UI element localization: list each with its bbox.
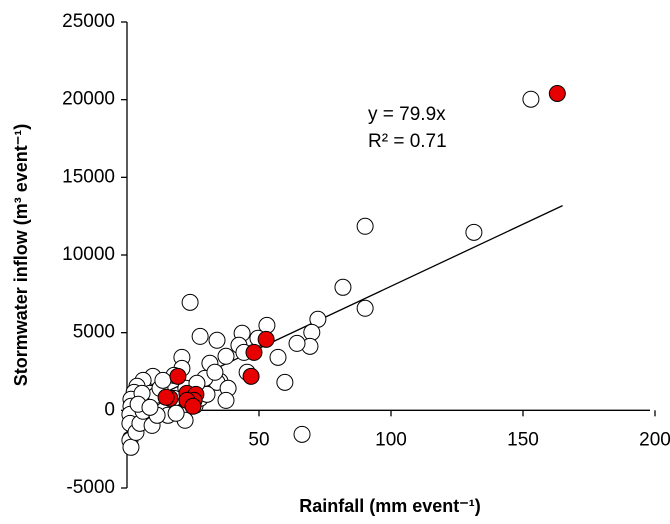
x-axis-label: Rainfall (mm event⁻¹) [299, 496, 481, 516]
y-tick-label: 20000 [62, 89, 115, 110]
y-tick-label: -5000 [66, 477, 115, 498]
data-point [181, 293, 199, 311]
y-tick-label: 5000 [73, 322, 115, 343]
data-point [356, 217, 374, 235]
x-tick-label: 100 [375, 429, 407, 450]
data-point [184, 397, 202, 415]
data-point [522, 90, 540, 108]
data-point [141, 398, 159, 416]
x-tick-label: 150 [507, 429, 539, 450]
data-point [167, 404, 185, 422]
y-tick-label: 25000 [62, 11, 115, 32]
data-point [191, 327, 209, 345]
data-point [242, 367, 260, 385]
data-point [465, 223, 483, 241]
data-point [154, 371, 172, 389]
y-axis-label: Stormwater inflow (m³ event⁻¹) [11, 124, 31, 387]
data-point [548, 84, 566, 102]
y-tick-label: 10000 [62, 244, 115, 265]
data-point [293, 425, 311, 443]
data-point [217, 391, 235, 409]
annotation: y = 79.9x [368, 104, 446, 125]
data-point [356, 299, 374, 317]
data-point [334, 278, 352, 296]
annotation: R² = 0.71 [368, 131, 447, 152]
data-point [157, 388, 175, 406]
data-point [276, 373, 294, 391]
x-tick-label: 200 [639, 429, 670, 450]
data-point [245, 343, 263, 361]
data-point [208, 331, 226, 349]
y-tick-label: 0 [104, 399, 115, 420]
data-point [169, 367, 187, 385]
data-point [288, 334, 306, 352]
data-point [122, 438, 140, 456]
data-point [269, 348, 287, 366]
data-point [206, 363, 224, 381]
y-tick-label: 15000 [62, 166, 115, 187]
data-point [217, 347, 235, 365]
x-tick-label: 50 [248, 429, 269, 450]
data-point [257, 330, 275, 348]
data-point [303, 323, 321, 341]
